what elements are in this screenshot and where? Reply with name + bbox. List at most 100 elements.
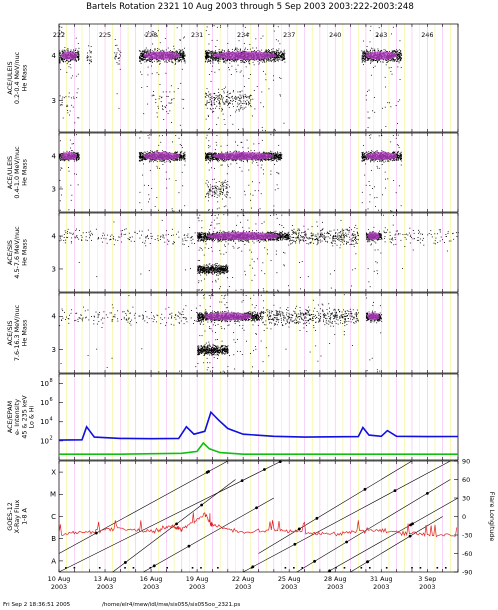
data-point <box>258 63 260 65</box>
data-point <box>152 94 154 96</box>
data-point <box>206 100 208 102</box>
data-point <box>274 57 276 59</box>
data-point <box>179 57 181 58</box>
data-point <box>139 57 140 59</box>
data-point <box>181 158 183 160</box>
data-point <box>371 60 373 62</box>
data-point <box>267 58 269 60</box>
data-point <box>158 98 160 100</box>
data-point <box>234 95 236 97</box>
data-point <box>209 158 211 160</box>
data-point <box>142 154 144 156</box>
data-point <box>216 124 218 125</box>
data-point <box>210 62 211 64</box>
data-point <box>211 102 213 104</box>
data-point <box>74 159 76 161</box>
data-point <box>163 151 165 153</box>
data-point <box>243 75 244 77</box>
data-point <box>276 153 278 155</box>
data-point <box>248 169 250 171</box>
data-point <box>139 153 141 155</box>
data-point <box>233 100 235 101</box>
data-point <box>211 105 213 107</box>
data-point <box>171 102 173 104</box>
data-point <box>165 104 167 106</box>
data-point <box>268 152 270 154</box>
data-point <box>144 158 146 160</box>
data-point <box>225 62 227 64</box>
data-point <box>119 50 121 52</box>
data-point <box>182 107 184 109</box>
data-point <box>117 63 119 65</box>
data-point <box>156 150 158 152</box>
data-point <box>266 59 268 61</box>
data-point <box>204 61 206 63</box>
data-point <box>377 35 378 37</box>
data-point <box>75 49 76 51</box>
data-point <box>364 57 366 59</box>
data-point <box>141 56 143 58</box>
data-point <box>70 184 72 186</box>
data-point <box>367 51 369 53</box>
data-point <box>223 103 225 105</box>
data-point <box>281 57 283 59</box>
data-point <box>168 59 170 61</box>
data-point <box>386 61 388 63</box>
data-point <box>140 57 142 59</box>
data-point <box>273 59 275 61</box>
data-point <box>271 151 273 153</box>
data-point <box>139 159 140 161</box>
data-point <box>391 33 392 35</box>
data-point <box>140 160 142 162</box>
data-point <box>144 151 146 153</box>
data-point <box>269 51 271 53</box>
data-point <box>170 51 172 53</box>
data-point <box>77 52 79 54</box>
data-point <box>139 191 141 193</box>
data-point <box>141 52 143 54</box>
data-point <box>143 163 144 165</box>
data-point <box>218 101 220 103</box>
data-point <box>75 48 77 50</box>
data-point <box>144 58 146 60</box>
data-point <box>74 173 76 175</box>
data-point <box>272 59 274 60</box>
data-point <box>239 91 241 93</box>
data-point <box>243 55 245 57</box>
data-point <box>67 105 69 107</box>
data-point <box>59 155 61 157</box>
data-point <box>180 59 182 61</box>
data-point <box>139 158 141 160</box>
data-point <box>275 57 277 58</box>
data-point <box>70 97 72 99</box>
data-point <box>176 58 178 59</box>
data-point <box>244 190 246 192</box>
data-point <box>235 101 237 102</box>
data-point <box>230 100 232 101</box>
data-point <box>365 61 367 63</box>
data-point <box>211 39 213 41</box>
data-point <box>370 25 372 27</box>
data-point <box>60 56 62 58</box>
data-point <box>215 153 217 154</box>
data-point <box>278 157 280 159</box>
data-point <box>233 106 234 107</box>
data-point <box>364 54 366 56</box>
data-point <box>369 58 371 60</box>
data-point <box>207 56 209 58</box>
y-tick-label: 4 <box>52 52 57 60</box>
data-point <box>401 57 402 59</box>
data-point <box>272 48 274 50</box>
data-point <box>371 50 373 52</box>
data-point <box>59 61 60 63</box>
data-point <box>223 118 225 120</box>
data-point <box>183 98 185 100</box>
data-point <box>217 60 219 62</box>
data-point <box>59 29 61 31</box>
data-point <box>243 100 245 102</box>
data-point <box>184 62 186 64</box>
data-point <box>270 59 271 61</box>
data-point <box>139 202 141 204</box>
data-point <box>209 56 211 58</box>
